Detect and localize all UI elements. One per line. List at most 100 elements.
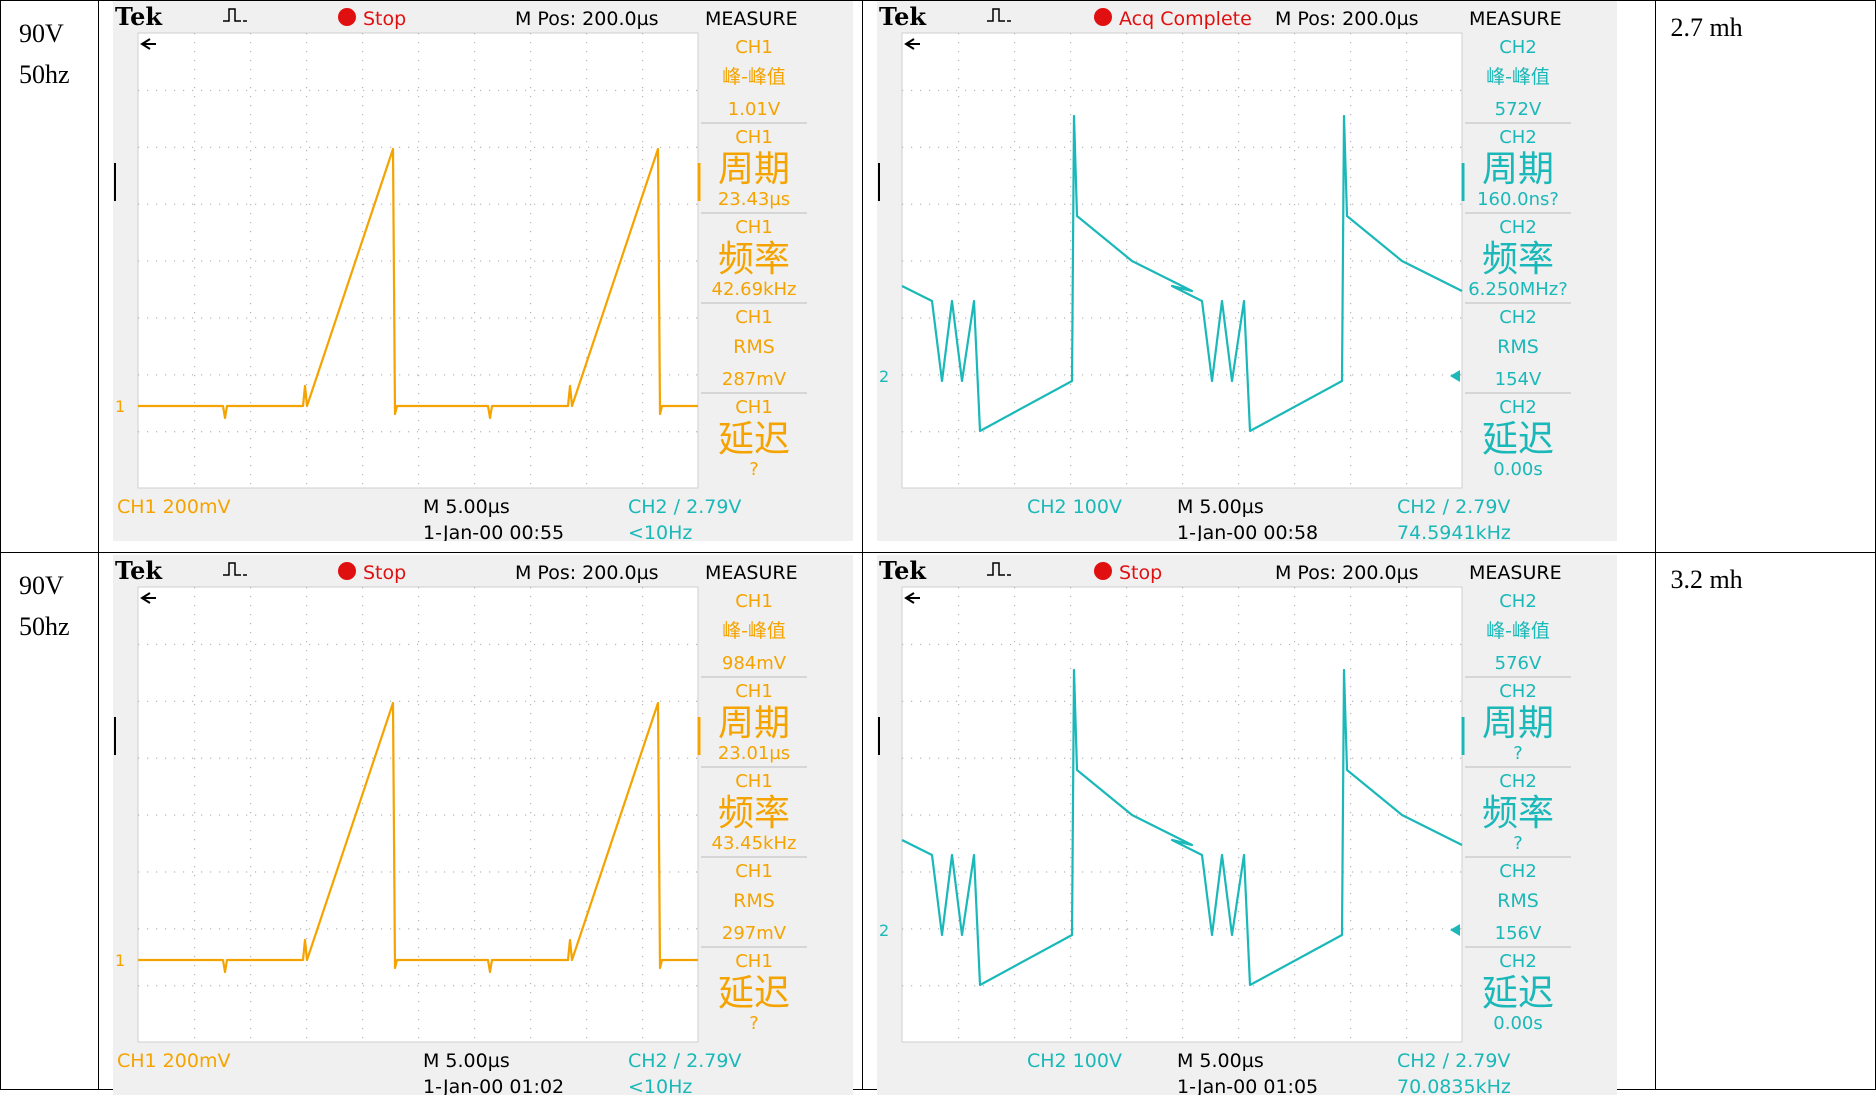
measure-channel: CH1 bbox=[735, 37, 773, 58]
graticule bbox=[901, 33, 1461, 485]
measure-value: 1.01V bbox=[728, 99, 781, 120]
oscilloscope-display: Tek Stop M Pos: 200.0µs MEASURE CH2 峰-峰值 576V C… bbox=[876, 555, 1617, 1095]
measure-value: 160.0ns? bbox=[1477, 189, 1559, 210]
timebase: M 5.00µs bbox=[423, 496, 510, 518]
measure-value: 297mV bbox=[722, 923, 787, 944]
ch2-screenshot-cell: Tek Acq Complete M Pos: 200.0µs MEASURE CH2 峰… bbox=[861, 0, 1657, 553]
tek-logo: Tek bbox=[115, 2, 163, 31]
oscilloscope-display: Tek Stop M Pos: 200.0µs MEASURE CH1 峰-峰值 984mV… bbox=[112, 555, 853, 1095]
run-status-icon bbox=[1093, 8, 1112, 26]
measure-value: 576V bbox=[1494, 653, 1541, 674]
timebase: M 5.00µs bbox=[1177, 496, 1264, 518]
vertical-scale: CH2 100V bbox=[1027, 496, 1122, 518]
trigger-icon bbox=[222, 8, 247, 22]
timestamp: 1-Jan-00 01:05 bbox=[1177, 1076, 1318, 1095]
measure-channel: CH2 bbox=[1499, 951, 1537, 972]
oscilloscope-display: Tek Acq Complete M Pos: 200.0µs MEASURE CH2 峰… bbox=[876, 1, 1617, 541]
tek-logo: Tek bbox=[115, 556, 163, 585]
measure-channel: CH2 bbox=[1499, 37, 1537, 58]
trigger-icon bbox=[222, 562, 247, 576]
ch2-screenshot-cell: Tek Stop M Pos: 200.0µs MEASURE CH2 峰-峰值 576V C… bbox=[861, 552, 1657, 1095]
graticule bbox=[137, 33, 698, 485]
measure-channel: CH1 bbox=[735, 127, 773, 148]
measure-channel: CH2 bbox=[1499, 127, 1537, 148]
timestamp: 1-Jan-00 00:55 bbox=[423, 522, 564, 541]
measure-name: 周期 bbox=[718, 703, 790, 744]
measure-value: 984mV bbox=[722, 653, 787, 674]
measure-name: 频率 bbox=[718, 239, 790, 280]
acquisition-status: Stop bbox=[363, 562, 406, 584]
frequency-text: 50hz bbox=[19, 612, 70, 641]
measure-channel: CH2 bbox=[1499, 307, 1537, 328]
voltage-text: 90V bbox=[19, 19, 64, 48]
run-status-icon bbox=[1093, 562, 1112, 580]
measure-name: 延迟 bbox=[1482, 973, 1554, 1014]
measure-channel: CH2 bbox=[1499, 217, 1537, 238]
condition-label: 90V 50hz bbox=[1, 553, 98, 647]
measure-channel: CH2 bbox=[1499, 397, 1537, 418]
measure-name: 峰-峰值 bbox=[722, 620, 786, 642]
measure-name: 峰-峰值 bbox=[722, 66, 786, 88]
table-row: 90V 50hz Tek Stop M Pos: 200.0µs MEASURE CH1… bbox=[0, 552, 1876, 1095]
measure-value: ? bbox=[749, 1013, 759, 1034]
vertical-scale: CH2 100V bbox=[1027, 1050, 1122, 1072]
measure-name: 周期 bbox=[1482, 703, 1554, 744]
measure-heading: MEASURE bbox=[705, 562, 798, 584]
ch1-screenshot-cell: Tek Stop M Pos: 200.0µs MEASURE CH1 峰-峰值 984mV… bbox=[97, 552, 863, 1095]
trigger-position-icon bbox=[903, 592, 920, 604]
scope-screenshot: Tek Stop M Pos: 200.0µs MEASURE CH1 峰-峰值 984mV… bbox=[112, 555, 853, 1095]
measure-value: ? bbox=[1513, 743, 1523, 764]
measure-value: ? bbox=[749, 459, 759, 480]
measure-channel: CH1 bbox=[735, 771, 773, 792]
acquisition-status: Acq Complete bbox=[1119, 8, 1252, 30]
measure-channel: CH1 bbox=[735, 307, 773, 328]
ch1-screenshot-cell: Tek Stop M Pos: 200.0µs MEASURE CH1 峰-峰值 1.01V… bbox=[97, 0, 863, 553]
trigger-level: CH2 ∕ 2.79V bbox=[628, 1050, 741, 1072]
measure-name: 频率 bbox=[718, 793, 790, 834]
inductance-cell: 3.2 mh bbox=[1655, 552, 1876, 1090]
scope-screenshot: Tek Acq Complete M Pos: 200.0µs MEASURE CH2 峰… bbox=[876, 1, 1617, 541]
measure-name: 周期 bbox=[1482, 149, 1554, 190]
measure-name: RMS bbox=[733, 890, 775, 912]
measure-name: RMS bbox=[1497, 336, 1539, 358]
graticule bbox=[901, 587, 1461, 1039]
measure-name: 峰-峰值 bbox=[1486, 66, 1550, 88]
measure-heading: MEASURE bbox=[705, 8, 798, 30]
measure-value: 0.00s bbox=[1493, 1013, 1542, 1034]
measure-value: 23.43µs bbox=[718, 189, 790, 210]
tek-logo: Tek bbox=[879, 556, 927, 585]
trigger-level: CH2 ∕ 2.79V bbox=[1397, 496, 1510, 518]
measure-name: 延迟 bbox=[1482, 419, 1554, 460]
measure-value: 287mV bbox=[722, 369, 787, 390]
channel-marker: 2 bbox=[879, 367, 889, 386]
measure-value: 156V bbox=[1494, 923, 1541, 944]
trigger-level: CH2 ∕ 2.79V bbox=[1397, 1050, 1510, 1072]
measure-value: 6.250MHz? bbox=[1468, 279, 1568, 300]
table-row: 90V 50hz Tek Stop M Pos: 200.0µs MEASURE CH1… bbox=[0, 0, 1876, 553]
vertical-scale: CH1 200mV bbox=[117, 1050, 230, 1072]
measure-name: RMS bbox=[733, 336, 775, 358]
measure-channel: CH1 bbox=[735, 217, 773, 238]
measure-name: 峰-峰值 bbox=[1486, 620, 1550, 642]
waveform-trace bbox=[901, 114, 1463, 433]
trigger-position-icon bbox=[140, 38, 156, 50]
horizontal-position: M Pos: 200.0µs bbox=[515, 8, 659, 30]
timebase: M 5.00µs bbox=[423, 1050, 510, 1072]
tek-logo: Tek bbox=[879, 2, 927, 31]
measure-value: 572V bbox=[1494, 99, 1541, 120]
vertical-scale: CH1 200mV bbox=[117, 496, 230, 518]
inductance-note: 3.2 mh bbox=[1670, 565, 1743, 594]
timebase: M 5.00µs bbox=[1177, 1050, 1264, 1072]
measure-heading: MEASURE bbox=[1469, 562, 1562, 584]
measure-channel: CH1 bbox=[735, 591, 773, 612]
timestamp: 1-Jan-00 00:58 bbox=[1177, 522, 1318, 541]
run-status-icon bbox=[337, 8, 356, 26]
oscilloscope-display: Tek Stop M Pos: 200.0µs MEASURE CH1 峰-峰值 1.01V… bbox=[112, 1, 853, 541]
measure-value: 0.00s bbox=[1493, 459, 1542, 480]
measure-name: 频率 bbox=[1482, 793, 1554, 834]
waveform-trace bbox=[901, 668, 1463, 987]
scope-screenshot: Tek Stop M Pos: 200.0µs MEASURE CH1 峰-峰值 1.01V… bbox=[112, 1, 853, 541]
channel-marker: 2 bbox=[879, 921, 889, 940]
horizontal-position: M Pos: 200.0µs bbox=[515, 562, 659, 584]
scope-screenshot: Tek Stop M Pos: 200.0µs MEASURE CH2 峰-峰值 576V C… bbox=[876, 555, 1617, 1095]
